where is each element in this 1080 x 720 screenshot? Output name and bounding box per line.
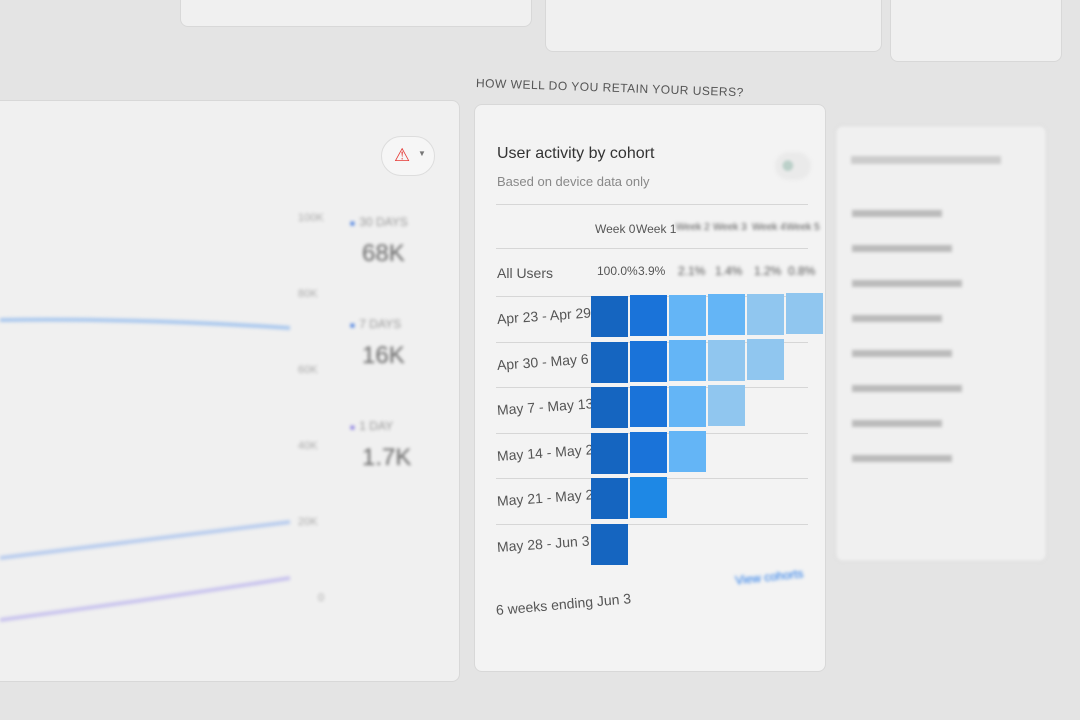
legend-label: 7 DAYS: [359, 317, 402, 331]
cohort-cell[interactable]: [591, 432, 628, 474]
cohort-cell[interactable]: [786, 293, 823, 334]
week-header: Week 1: [636, 222, 677, 236]
active-users-card: ⚠ ▼: [0, 100, 460, 682]
list-item-placeholder: [852, 350, 952, 357]
all-users-value: 2.1%: [678, 264, 706, 278]
cohort-cell[interactable]: [591, 523, 628, 565]
cohort-cell[interactable]: [591, 296, 628, 337]
top-card-left: [180, 0, 532, 27]
cohort-cell[interactable]: [630, 295, 667, 337]
series-1-day-line: [0, 576, 291, 622]
cohort-cell[interactable]: [630, 431, 667, 473]
section-title: HOW WELL DO YOU RETAIN YOUR USERS?: [475, 76, 745, 100]
all-users-value: 1.4%: [715, 264, 743, 278]
cohort-cell[interactable]: [708, 385, 745, 427]
y-tick-label: 40K: [298, 440, 318, 452]
all-users-value: 1.2%: [754, 264, 782, 278]
right-card: [835, 125, 1047, 562]
cohort-cell[interactable]: [708, 339, 745, 381]
cohort-cell[interactable]: [591, 341, 628, 383]
compare-icon: ⊚: [782, 157, 794, 173]
cohort-subtitle: Based on device data only: [497, 174, 650, 189]
list-item-placeholder: [852, 420, 942, 427]
y-tick-label: 60K: [298, 364, 318, 376]
week-header: Week 2: [676, 222, 710, 233]
y-tick-label: 100K: [298, 212, 324, 224]
divider: [496, 523, 808, 525]
legend-value: 68K: [362, 240, 405, 267]
week-header: Week 5: [786, 222, 820, 233]
top-card-middle: [545, 0, 882, 52]
week-header: Week 3: [713, 222, 747, 233]
all-users-label: All Users: [497, 265, 554, 281]
list-item-placeholder: [852, 245, 952, 252]
cohort-menu-button[interactable]: ⊚: [775, 152, 811, 180]
y-tick-label: 80K: [298, 288, 318, 300]
all-users-value: 3.9%: [638, 264, 666, 278]
cohort-cell[interactable]: [669, 431, 706, 473]
y-tick-label: 20K: [298, 516, 318, 528]
legend-value: 16K: [362, 342, 405, 369]
list-item-placeholder: [852, 280, 962, 287]
list-item-placeholder: [852, 210, 942, 217]
list-item-placeholder: [852, 385, 962, 392]
cohort-cell[interactable]: [708, 294, 745, 336]
chevron-down-icon: ▼: [418, 149, 426, 158]
legend-label: 1 DAY: [359, 419, 394, 433]
cohort-cell[interactable]: [747, 339, 784, 381]
cohort-cell[interactable]: [669, 294, 706, 336]
list-item-placeholder: [852, 455, 952, 462]
cohort-cell[interactable]: [630, 477, 667, 519]
week-header: Week 4: [752, 222, 786, 233]
divider: [496, 248, 808, 249]
all-users-value: 100.0%: [597, 264, 638, 278]
top-card-right: [890, 0, 1062, 62]
all-users-value: 0.8%: [788, 264, 816, 278]
legend-label: 30 DAYS: [359, 215, 408, 229]
legend-value: 1.7K: [362, 444, 412, 471]
cohort-title: User activity by cohort: [497, 145, 655, 162]
divider: [496, 204, 808, 205]
cohort-cell[interactable]: [591, 478, 628, 519]
warning-icon: ⚠: [394, 145, 411, 165]
cohort-cell[interactable]: [630, 386, 667, 428]
series-30-days-line: [0, 317, 291, 330]
list-item-placeholder: [852, 315, 942, 322]
active-users-chart: [0, 317, 291, 622]
cohort-cell[interactable]: [747, 293, 784, 335]
cohort-cell[interactable]: [669, 385, 706, 427]
series-7-days-line: [0, 520, 291, 560]
cohort-cell[interactable]: [669, 340, 706, 382]
week-header: Week 0: [595, 222, 636, 236]
y-tick-label: 0: [318, 592, 325, 604]
cohort-cell[interactable]: [630, 340, 667, 382]
alert-button[interactable]: ⚠ ▼: [381, 136, 435, 176]
cohort-cell[interactable]: [591, 387, 628, 428]
